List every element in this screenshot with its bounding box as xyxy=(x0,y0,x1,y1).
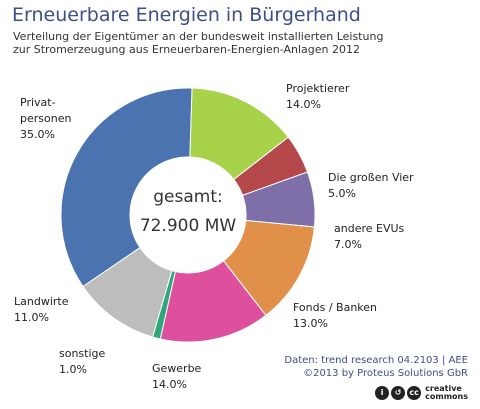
label-gewerbe: Gewerbe 14.0% xyxy=(152,362,202,391)
donut-slices xyxy=(60,87,316,343)
license-wordmark: creative commons xyxy=(425,383,468,401)
label-landwirte: Landwirte 11.0% xyxy=(14,295,69,324)
center-total-caption: gesamt: xyxy=(153,187,222,207)
subtitle-line-1: Verteilung der Eigentümer an der bundesw… xyxy=(13,30,384,43)
label-privatpersonen: Privat-personen 35.0% xyxy=(20,96,71,141)
source-credit: Daten: trend research 04.2103 | AEE ©201… xyxy=(284,354,468,380)
share-alike-icon: ↺ xyxy=(391,385,406,400)
attribution-icon: i xyxy=(375,385,390,400)
source-line-2: ©2013 by Proteus Solutions GbR xyxy=(303,368,468,379)
label-andere-evus: andere EVUs 7.0% xyxy=(334,222,405,251)
slice-privatpersonen xyxy=(60,87,193,288)
chart-subtitle: Verteilung der Eigentümer an der bundesw… xyxy=(13,30,383,56)
label-sonstige: sonstige 1.0% xyxy=(59,347,106,376)
chart-title: Erneuerbare Energien in Bürgerhand xyxy=(12,4,361,26)
center-total-value: 72.900 MW xyxy=(140,216,237,236)
label-fonds-banken: Fonds / Banken 13.0% xyxy=(293,301,377,330)
creative-commons-badge: i ↺ cc creative commons xyxy=(375,384,468,401)
license-word-1: creative xyxy=(425,383,462,393)
license-word-2: commons xyxy=(425,391,468,401)
cc-icon: cc xyxy=(407,385,422,400)
slice-labels: Projektierer 14.0% Die großen Vier 5.0% ande… xyxy=(14,82,414,391)
subtitle-line-2: zur Stromerzeugung aus Erneuerbaren-Ener… xyxy=(13,43,360,56)
source-line-1: Daten: trend research 04.2103 | AEE xyxy=(284,355,468,366)
label-projektierer: Projektierer 14.0% xyxy=(286,82,350,111)
label-die-gro-en-vier: Die großen Vier 5.0% xyxy=(328,171,414,200)
